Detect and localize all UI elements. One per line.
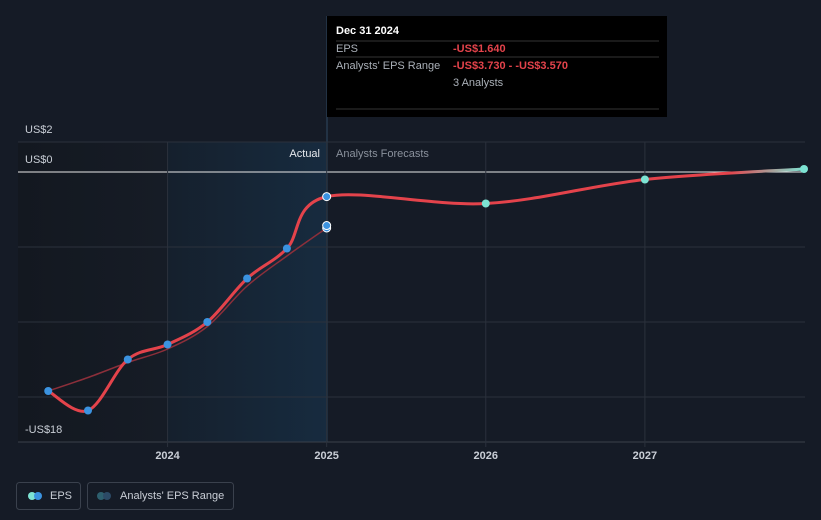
legend-label: EPS bbox=[50, 490, 72, 502]
eps-point bbox=[800, 165, 808, 173]
y-tick-label: US$2 bbox=[25, 124, 53, 136]
legend-swatch bbox=[97, 492, 105, 500]
x-tick-label: 2027 bbox=[633, 450, 657, 462]
past-band bbox=[18, 142, 168, 442]
tooltip-box bbox=[327, 16, 667, 117]
range-point bbox=[322, 221, 332, 231]
legend-swatch bbox=[103, 492, 111, 500]
tooltip-analysts: 3 Analysts bbox=[453, 77, 504, 89]
legend-label: Analysts' EPS Range bbox=[120, 490, 224, 502]
legend-item-box[interactable] bbox=[16, 482, 81, 510]
legend: EPS Analysts' EPS Range bbox=[16, 482, 234, 510]
eps-point bbox=[123, 355, 132, 364]
eps-point bbox=[44, 387, 53, 395]
eps-point bbox=[481, 199, 490, 208]
tooltip-eps-value: -US$1.640 bbox=[453, 43, 506, 55]
legend-swatch bbox=[34, 492, 42, 500]
x-tick-label: 2025 bbox=[314, 450, 338, 462]
eps-point bbox=[640, 175, 649, 184]
actual-band bbox=[168, 142, 327, 442]
range-line bbox=[47, 227, 328, 392]
tooltip: Dec 31 2024 EPS -US$1.640 Analysts' EPS … bbox=[327, 16, 667, 117]
eps-point bbox=[322, 192, 332, 202]
y-tick-label: -US$18 bbox=[25, 424, 62, 436]
y-tick-label: US$0 bbox=[25, 154, 53, 166]
eps-point bbox=[84, 406, 93, 415]
eps-point bbox=[203, 318, 212, 326]
tooltip-eps-label: EPS bbox=[336, 43, 358, 55]
x-tick-label: 2024 bbox=[155, 450, 180, 462]
tooltip-range-value: -US$3.730 - -US$3.570 bbox=[453, 60, 568, 72]
eps-point bbox=[243, 274, 252, 283]
plot: US$2 US$0 -US$18 2024 2025 2026 2027 bbox=[18, 124, 808, 462]
tooltip-date: Dec 31 2024 bbox=[336, 25, 400, 37]
forecast-label: Analysts Forecasts bbox=[336, 148, 429, 160]
x-tick-label: 2026 bbox=[474, 450, 498, 462]
eps-point bbox=[163, 340, 172, 349]
legend-swatch bbox=[28, 492, 36, 500]
tooltip-range-label: Analysts' EPS Range bbox=[336, 60, 440, 72]
actual-label: Actual bbox=[289, 148, 320, 160]
legend-item-box[interactable] bbox=[87, 482, 234, 510]
eps-point bbox=[282, 244, 291, 253]
